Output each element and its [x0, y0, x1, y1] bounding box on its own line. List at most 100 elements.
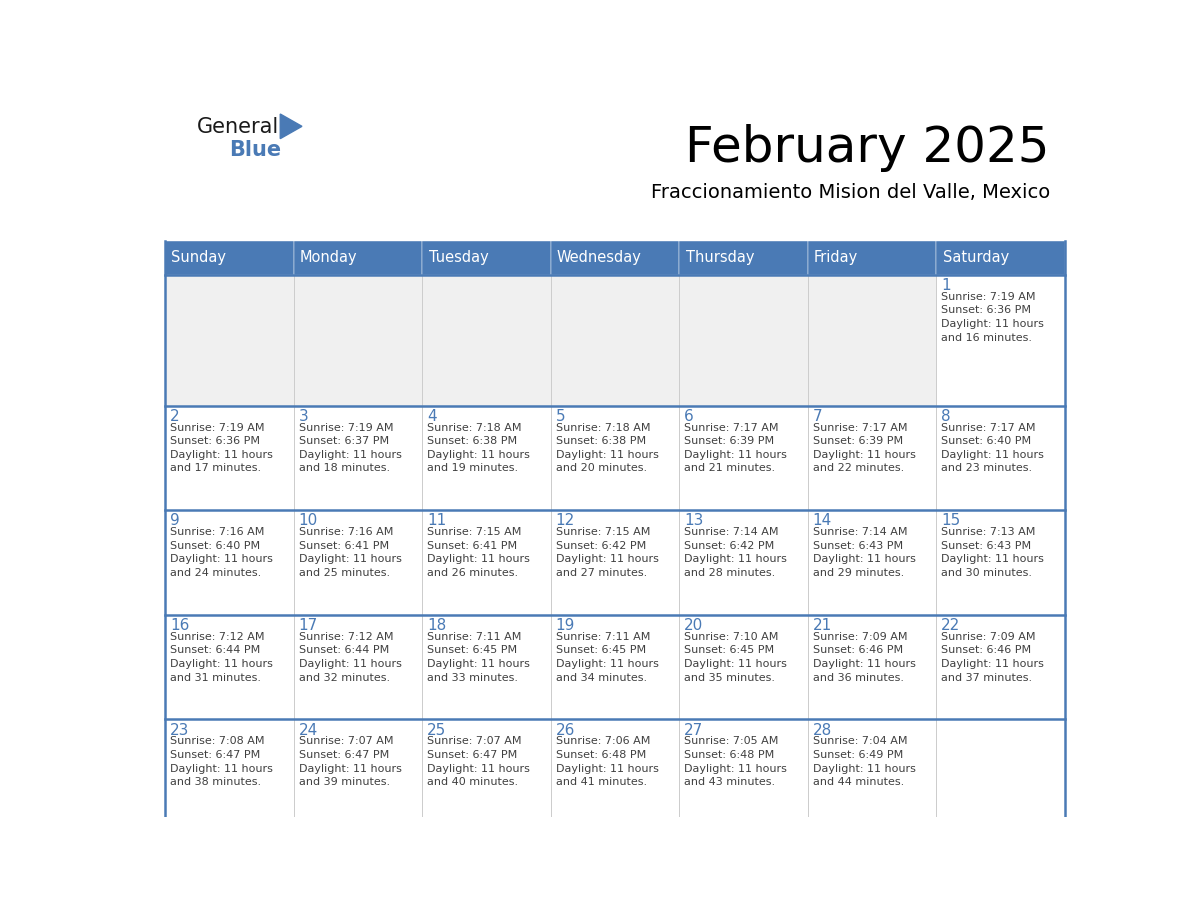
Bar — [936, 615, 1064, 720]
Text: 24: 24 — [298, 722, 318, 737]
Text: Sunrise: 7:19 AM
Sunset: 6:36 PM
Daylight: 11 hours
and 16 minutes.: Sunrise: 7:19 AM Sunset: 6:36 PM Dayligh… — [941, 292, 1044, 342]
Text: Sunrise: 7:11 AM
Sunset: 6:45 PM
Daylight: 11 hours
and 34 minutes.: Sunrise: 7:11 AM Sunset: 6:45 PM Dayligh… — [556, 632, 658, 683]
Text: Sunrise: 7:10 AM
Sunset: 6:45 PM
Daylight: 11 hours
and 35 minutes.: Sunrise: 7:10 AM Sunset: 6:45 PM Dayligh… — [684, 632, 788, 683]
Bar — [680, 406, 808, 510]
Bar — [550, 241, 680, 274]
Bar — [550, 406, 680, 510]
Text: Tuesday: Tuesday — [429, 251, 488, 265]
Text: 6: 6 — [684, 409, 694, 424]
Bar — [550, 720, 680, 824]
Text: 2: 2 — [170, 409, 179, 424]
Bar — [165, 720, 293, 824]
Bar — [422, 274, 550, 406]
Bar — [936, 241, 1064, 274]
Text: 18: 18 — [428, 618, 447, 633]
Text: 20: 20 — [684, 618, 703, 633]
Text: 12: 12 — [556, 513, 575, 529]
Text: 22: 22 — [941, 618, 960, 633]
Text: Sunrise: 7:14 AM
Sunset: 6:42 PM
Daylight: 11 hours
and 28 minutes.: Sunrise: 7:14 AM Sunset: 6:42 PM Dayligh… — [684, 527, 788, 578]
Text: 28: 28 — [813, 722, 832, 737]
Bar — [293, 406, 422, 510]
Text: Sunrise: 7:07 AM
Sunset: 6:47 PM
Daylight: 11 hours
and 40 minutes.: Sunrise: 7:07 AM Sunset: 6:47 PM Dayligh… — [428, 736, 530, 788]
Text: 26: 26 — [556, 722, 575, 737]
Text: Sunrise: 7:17 AM
Sunset: 6:39 PM
Daylight: 11 hours
and 22 minutes.: Sunrise: 7:17 AM Sunset: 6:39 PM Dayligh… — [813, 422, 916, 474]
Text: Sunrise: 7:08 AM
Sunset: 6:47 PM
Daylight: 11 hours
and 38 minutes.: Sunrise: 7:08 AM Sunset: 6:47 PM Dayligh… — [170, 736, 273, 788]
Bar — [165, 510, 293, 615]
Text: Sunrise: 7:16 AM
Sunset: 6:41 PM
Daylight: 11 hours
and 25 minutes.: Sunrise: 7:16 AM Sunset: 6:41 PM Dayligh… — [298, 527, 402, 578]
Bar — [165, 406, 293, 510]
Text: Sunrise: 7:18 AM
Sunset: 6:38 PM
Daylight: 11 hours
and 19 minutes.: Sunrise: 7:18 AM Sunset: 6:38 PM Dayligh… — [428, 422, 530, 474]
Text: 19: 19 — [556, 618, 575, 633]
Text: 27: 27 — [684, 722, 703, 737]
Bar — [293, 720, 422, 824]
Bar — [936, 274, 1064, 406]
Bar — [680, 615, 808, 720]
Text: 11: 11 — [428, 513, 447, 529]
Bar — [808, 510, 936, 615]
Text: Monday: Monday — [301, 251, 358, 265]
Bar — [550, 274, 680, 406]
Text: February 2025: February 2025 — [685, 124, 1050, 172]
Text: 15: 15 — [941, 513, 960, 529]
Text: Sunrise: 7:15 AM
Sunset: 6:42 PM
Daylight: 11 hours
and 27 minutes.: Sunrise: 7:15 AM Sunset: 6:42 PM Dayligh… — [556, 527, 658, 578]
Text: Sunrise: 7:11 AM
Sunset: 6:45 PM
Daylight: 11 hours
and 33 minutes.: Sunrise: 7:11 AM Sunset: 6:45 PM Dayligh… — [428, 632, 530, 683]
Polygon shape — [280, 114, 302, 139]
Text: 9: 9 — [170, 513, 179, 529]
Text: 13: 13 — [684, 513, 703, 529]
Text: Sunrise: 7:19 AM
Sunset: 6:36 PM
Daylight: 11 hours
and 17 minutes.: Sunrise: 7:19 AM Sunset: 6:36 PM Dayligh… — [170, 422, 273, 474]
Text: 5: 5 — [556, 409, 565, 424]
Bar — [936, 406, 1064, 510]
Text: 10: 10 — [298, 513, 318, 529]
Text: 1: 1 — [941, 278, 950, 293]
Text: 25: 25 — [428, 722, 447, 737]
Text: Friday: Friday — [814, 251, 858, 265]
Text: 3: 3 — [298, 409, 309, 424]
Text: Sunday: Sunday — [171, 251, 227, 265]
Text: Sunrise: 7:17 AM
Sunset: 6:40 PM
Daylight: 11 hours
and 23 minutes.: Sunrise: 7:17 AM Sunset: 6:40 PM Dayligh… — [941, 422, 1044, 474]
Bar — [936, 510, 1064, 615]
Bar — [165, 615, 293, 720]
Text: 23: 23 — [170, 722, 190, 737]
Text: Sunrise: 7:04 AM
Sunset: 6:49 PM
Daylight: 11 hours
and 44 minutes.: Sunrise: 7:04 AM Sunset: 6:49 PM Dayligh… — [813, 736, 916, 788]
Text: Sunrise: 7:09 AM
Sunset: 6:46 PM
Daylight: 11 hours
and 37 minutes.: Sunrise: 7:09 AM Sunset: 6:46 PM Dayligh… — [941, 632, 1044, 683]
Bar — [165, 241, 293, 274]
Text: General: General — [196, 118, 279, 137]
Text: Sunrise: 7:16 AM
Sunset: 6:40 PM
Daylight: 11 hours
and 24 minutes.: Sunrise: 7:16 AM Sunset: 6:40 PM Dayligh… — [170, 527, 273, 578]
Bar — [936, 720, 1064, 824]
Text: 7: 7 — [813, 409, 822, 424]
Text: 4: 4 — [428, 409, 437, 424]
Bar — [293, 274, 422, 406]
Bar — [808, 615, 936, 720]
Text: Sunrise: 7:17 AM
Sunset: 6:39 PM
Daylight: 11 hours
and 21 minutes.: Sunrise: 7:17 AM Sunset: 6:39 PM Dayligh… — [684, 422, 788, 474]
Bar — [808, 406, 936, 510]
Text: Sunrise: 7:12 AM
Sunset: 6:44 PM
Daylight: 11 hours
and 32 minutes.: Sunrise: 7:12 AM Sunset: 6:44 PM Dayligh… — [298, 632, 402, 683]
Text: Sunrise: 7:12 AM
Sunset: 6:44 PM
Daylight: 11 hours
and 31 minutes.: Sunrise: 7:12 AM Sunset: 6:44 PM Dayligh… — [170, 632, 273, 683]
Bar — [293, 241, 422, 274]
Text: Blue: Blue — [229, 140, 282, 161]
Text: Sunrise: 7:15 AM
Sunset: 6:41 PM
Daylight: 11 hours
and 26 minutes.: Sunrise: 7:15 AM Sunset: 6:41 PM Dayligh… — [428, 527, 530, 578]
Bar — [293, 615, 422, 720]
Text: Sunrise: 7:13 AM
Sunset: 6:43 PM
Daylight: 11 hours
and 30 minutes.: Sunrise: 7:13 AM Sunset: 6:43 PM Dayligh… — [941, 527, 1044, 578]
Text: Sunrise: 7:09 AM
Sunset: 6:46 PM
Daylight: 11 hours
and 36 minutes.: Sunrise: 7:09 AM Sunset: 6:46 PM Dayligh… — [813, 632, 916, 683]
Text: Sunrise: 7:07 AM
Sunset: 6:47 PM
Daylight: 11 hours
and 39 minutes.: Sunrise: 7:07 AM Sunset: 6:47 PM Dayligh… — [298, 736, 402, 788]
Bar — [550, 510, 680, 615]
Text: 17: 17 — [298, 618, 318, 633]
Bar — [680, 274, 808, 406]
Bar — [680, 510, 808, 615]
Text: Wednesday: Wednesday — [557, 251, 642, 265]
Bar — [422, 615, 550, 720]
Bar — [422, 720, 550, 824]
Bar — [165, 274, 293, 406]
Bar — [808, 274, 936, 406]
Bar — [680, 720, 808, 824]
Bar — [680, 241, 808, 274]
Bar — [422, 510, 550, 615]
Bar — [808, 720, 936, 824]
Bar — [293, 510, 422, 615]
Text: Sunrise: 7:06 AM
Sunset: 6:48 PM
Daylight: 11 hours
and 41 minutes.: Sunrise: 7:06 AM Sunset: 6:48 PM Dayligh… — [556, 736, 658, 788]
Bar — [422, 241, 550, 274]
Text: 14: 14 — [813, 513, 832, 529]
Text: 16: 16 — [170, 618, 190, 633]
Text: Sunrise: 7:05 AM
Sunset: 6:48 PM
Daylight: 11 hours
and 43 minutes.: Sunrise: 7:05 AM Sunset: 6:48 PM Dayligh… — [684, 736, 788, 788]
Text: 21: 21 — [813, 618, 832, 633]
